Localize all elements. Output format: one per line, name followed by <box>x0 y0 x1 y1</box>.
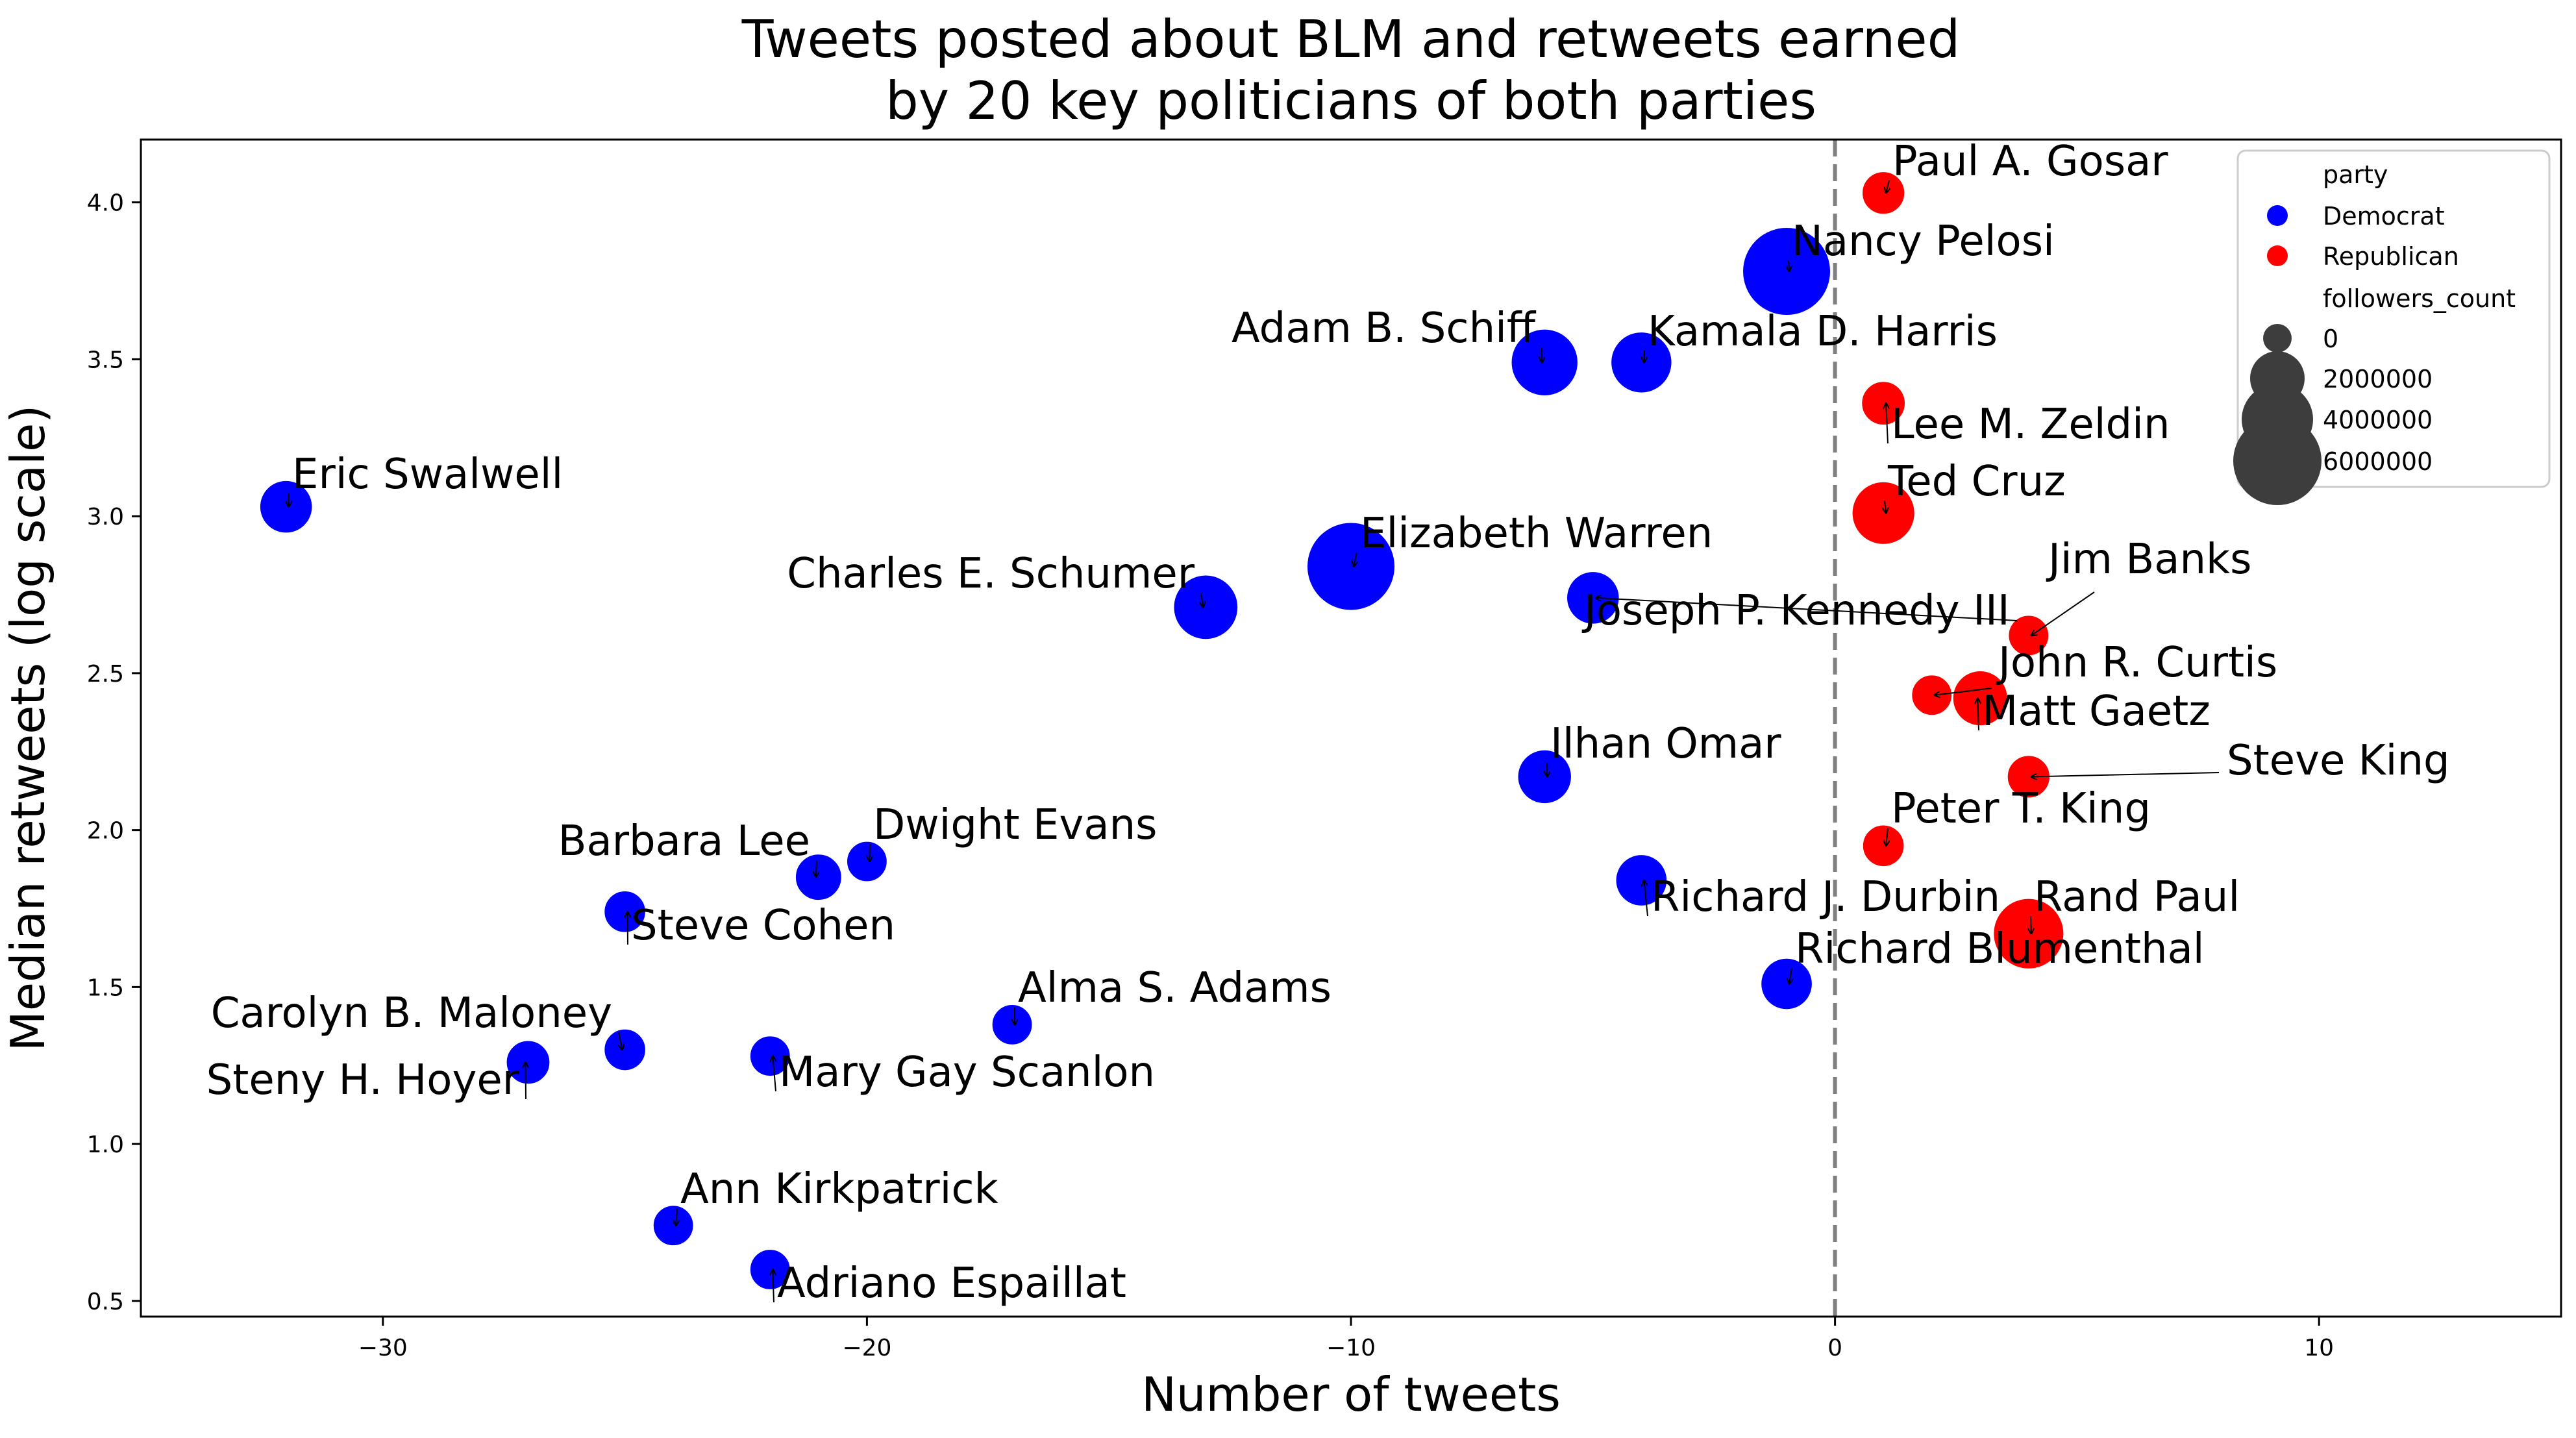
annotation-arrow-adriano-espaillat <box>773 1269 774 1303</box>
annotation-arrow-richard-blumenthal <box>1789 967 1792 984</box>
label-lee-m-zeldin: Lee M. Zeldin <box>1891 401 2170 449</box>
label-ann-kirkpatrick: Ann Kirkpatrick <box>680 1165 998 1213</box>
legend-size-label: 0 <box>2323 325 2338 353</box>
label-ilhan-omar: Ilhan Omar <box>1550 720 1781 768</box>
annotation-arrow-steny-h-hoyer <box>525 1062 526 1100</box>
annotation-arrow-john-r-curtis <box>1935 688 1992 695</box>
label-dwight-evans: Dwight Evans <box>873 801 1157 849</box>
y-tick-label: 0.5 <box>87 1289 124 1315</box>
point-jim-banks <box>2007 614 2050 657</box>
legend-box <box>2236 149 2551 488</box>
y-tick-label: 3.5 <box>87 347 124 373</box>
label-elizabeth-warren: Elizabeth Warren <box>1360 510 1713 558</box>
annotation-arrow-peter-t-king <box>1886 827 1888 846</box>
y-tick-label: 4.0 <box>87 190 124 217</box>
y-tick-label: 3.0 <box>87 504 124 530</box>
label-steve-cohen: Steve Cohen <box>631 902 895 950</box>
annotation-arrow-ann-kirkpatrick <box>676 1208 677 1226</box>
point-elizabeth-warren <box>1306 521 1396 612</box>
label-joseph-p-kennedy-iii: Joseph P. Kennedy III <box>1581 587 2010 635</box>
label-barbara-lee: Barbara Lee <box>558 817 810 865</box>
x-tick-label: −20 <box>842 1335 891 1361</box>
label-richard-j-durbin: Richard J. Durbin <box>1651 873 2000 921</box>
label-paul-a-gosar: Paul A. Gosar <box>1892 138 2168 186</box>
label-richard-blumenthal: Richard Blumenthal <box>1795 925 2205 973</box>
annotation-arrow-mary-gay-scanlon <box>773 1056 776 1092</box>
legend-marker-democrat <box>2267 205 2288 226</box>
legend-size-marker <box>2263 324 2292 353</box>
label-carolyn-b-maloney: Carolyn B. Maloney <box>211 989 612 1037</box>
x-tick-label: 10 <box>2304 1335 2334 1361</box>
label-alma-s-adams: Alma S. Adams <box>1018 964 1331 1012</box>
annotation-arrow-matt-gaetz <box>1977 699 1979 731</box>
legend-marker-republican <box>2267 245 2288 266</box>
y-tick-label: 1.5 <box>87 974 124 1001</box>
label-ted-cruz: Ted Cruz <box>1887 458 2066 506</box>
legend-label-democrat: Democrat <box>2323 202 2445 230</box>
y-axis: 0.5 1.0 1.5 2.0 2.5 3.0 3.5 4.0 Median retweets … <box>1 190 141 1315</box>
point-john-r-curtis <box>1911 674 1953 717</box>
label-nancy-pelosi: Nancy Pelosi <box>1792 217 2055 266</box>
label-rand-paul: Rand Paul <box>2034 873 2240 921</box>
annotation-arrow-lee-m-zeldin <box>1886 403 1888 444</box>
annotation-arrow-carolyn-b-maloney <box>619 1032 623 1050</box>
annotation-arrow-jim-banks <box>2031 591 2095 636</box>
annotation-arrow-dwight-evans <box>869 843 870 862</box>
label-steny-h-hoyer: Steny H. Hoyer <box>206 1056 520 1104</box>
annotation-arrow-steve-king <box>2031 772 2220 776</box>
x-tick-label: 0 <box>1827 1335 1842 1361</box>
label-peter-t-king: Peter T. King <box>1891 785 2151 833</box>
label-eric-swalwell: Eric Swalwell <box>292 451 563 499</box>
y-axis-label: Median retweets (log scale) <box>1 405 55 1052</box>
label-steve-king: Steve King <box>2227 737 2450 785</box>
annotation-arrow-ted-cruz <box>1885 500 1886 513</box>
x-tick-label: −30 <box>358 1335 408 1361</box>
label-john-r-curtis: John R. Curtis <box>1996 639 2277 687</box>
x-axis-label: Number of tweets <box>1141 1367 1561 1422</box>
x-tick-label: −10 <box>1326 1335 1376 1361</box>
point-joseph-p-kennedy-iii <box>1566 571 1620 625</box>
y-tick-label: 1.0 <box>87 1132 124 1158</box>
label-kamala-d-harris: Kamala D. Harris <box>1648 308 1998 356</box>
legend-title-followers: followers_count <box>2323 284 2516 313</box>
label-matt-gaetz: Matt Gaetz <box>1982 688 2211 736</box>
legend-label-republican: Republican <box>2323 242 2459 271</box>
annotation-arrow-richard-j-durbin <box>1644 880 1648 917</box>
legend-size-marker <box>2233 417 2322 505</box>
annotation-arrow-elizabeth-warren <box>1354 552 1357 567</box>
label-mary-gay-scanlon: Mary Gay Scanlon <box>779 1048 1155 1097</box>
annotation-arrow-barbara-lee <box>816 860 817 877</box>
annotation-arrow-charles-e-schumer <box>1201 592 1203 607</box>
legend-size-label: 4000000 <box>2323 406 2433 434</box>
annotation-arrow-joseph-p-kennedy-iii <box>1596 598 2018 621</box>
label-jim-banks: Jim Banks <box>2046 536 2251 584</box>
point-paul-a-gosar <box>1861 171 1906 216</box>
y-tick-label: 2.5 <box>87 661 124 688</box>
chart-title-line-1: Tweets posted about BLM and retweets ear… <box>741 9 1961 69</box>
annotation-arrow-paul-a-gosar <box>1886 180 1889 193</box>
label-adriano-espaillat: Adriano Espaillat <box>777 1259 1126 1308</box>
y-tick-label: 2.0 <box>87 818 124 845</box>
chart-title-line-2: by 20 key politicians of both parties <box>886 71 1816 131</box>
legend-size-label: 6000000 <box>2323 447 2433 476</box>
legend-title-party: party <box>2323 160 2388 189</box>
legend-size-label: 2000000 <box>2323 365 2433 393</box>
label-charles-e-schumer: Charles E. Schumer <box>787 550 1195 598</box>
label-adam-b-schiff: Adam B. Schiff <box>1232 304 1537 353</box>
legend: party Democrat Republican followers_count 0 2… <box>2233 149 2551 505</box>
x-axis: −30 −20 −10 0 10 Number of tweets <box>358 1317 2334 1422</box>
